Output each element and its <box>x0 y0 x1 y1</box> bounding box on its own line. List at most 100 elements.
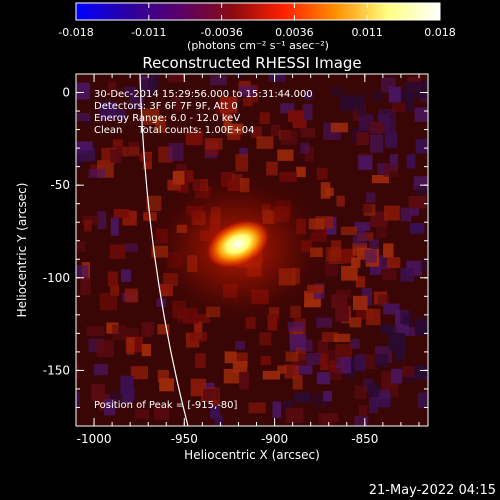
noise-pixel <box>181 170 194 183</box>
noise-pixel <box>83 219 92 232</box>
noise-pixel <box>419 94 428 103</box>
noise-pixel <box>120 375 134 394</box>
noise-pixel <box>316 372 331 385</box>
noise-pixel <box>108 80 117 95</box>
noise-pixel <box>406 154 416 169</box>
noise-pixel <box>302 103 313 121</box>
noise-pixel <box>353 295 368 310</box>
noise-pixel <box>300 127 316 138</box>
noise-pixel <box>354 222 371 231</box>
x-tick-label: -1000 <box>77 432 112 446</box>
noise-pixel <box>292 375 303 390</box>
noise-pixel <box>320 182 331 199</box>
noise-pixel <box>235 341 245 350</box>
noise-pixel <box>409 223 425 234</box>
noise-pixel <box>294 365 313 375</box>
noise-pixel <box>376 223 387 239</box>
noise-pixel <box>405 81 422 98</box>
noise-pixel <box>109 244 126 259</box>
noise-pixel <box>290 305 301 318</box>
noise-pixel <box>365 192 376 203</box>
noise-pixel <box>224 351 237 364</box>
noise-pixel <box>154 406 170 420</box>
info-line-detectors: Detectors: 3F 6F 7F 9F, Att 0 <box>94 101 238 112</box>
noise-pixel <box>394 347 406 361</box>
noise-pixel <box>371 175 389 184</box>
noise-pixel <box>168 143 184 161</box>
noise-pixel <box>408 195 427 209</box>
noise-pixel <box>251 126 262 138</box>
noise-pixel <box>417 392 428 409</box>
noise-pixel <box>281 130 298 145</box>
noise-pixel <box>391 368 403 384</box>
noise-pixel <box>355 308 374 320</box>
noise-pixel <box>364 249 377 263</box>
plot-frame <box>75 73 429 427</box>
noise-pixel <box>351 257 361 268</box>
noise-pixel <box>135 409 149 419</box>
noise-pixel <box>112 324 127 341</box>
noise-pixel <box>124 243 138 253</box>
noise-pixel <box>201 382 215 391</box>
peak-position-label: Position of Peak = [-915,-80] <box>94 400 238 411</box>
noise-pixel <box>325 187 334 197</box>
noise-pixel <box>77 147 96 162</box>
info-line-clean-counts: Clean Total counts: 1.00E+04 <box>94 125 254 136</box>
noise-pixel <box>110 285 120 296</box>
colorbar-tick-label: 0.018 <box>424 26 456 39</box>
noise-pixel <box>76 265 89 278</box>
noise-pixel <box>400 311 413 324</box>
noise-pixel <box>148 74 160 89</box>
noise-pixel <box>306 352 322 365</box>
noise-pixel <box>239 147 248 157</box>
noise-pixel <box>383 303 400 315</box>
noise-pixel <box>239 371 249 390</box>
y-axis-label: Heliocentric Y (arcsec) <box>15 183 29 318</box>
noise-pixel <box>268 74 286 82</box>
noise-pixel <box>155 116 166 133</box>
noise-pixel <box>226 123 243 135</box>
noise-pixel <box>168 74 184 83</box>
noise-pixel <box>122 146 140 157</box>
noise-pixel <box>194 321 203 340</box>
x-axis-label: Heliocentric X (arcsec) <box>184 448 320 462</box>
noise-pixel <box>414 107 428 122</box>
noise-pixel <box>156 298 166 307</box>
info-line-energy: Energy Range: 6.0 - 12.0 keV <box>94 113 240 124</box>
noise-pixel <box>232 361 248 373</box>
noise-pixel <box>331 86 344 97</box>
y-tick-label: -50 <box>50 178 70 192</box>
noise-pixel <box>285 351 299 362</box>
axis-ticks: -1000 -950 -900 -850 0 -50 -100 -150 <box>43 74 428 446</box>
noise-pixel <box>384 132 398 148</box>
colorbar-tick-label: -0.018 <box>58 26 93 39</box>
noise-pixel <box>316 317 332 328</box>
noise-pixel <box>336 195 345 207</box>
noise-pixel <box>76 155 82 170</box>
colorbar-ticks: -0.018 -0.011 -0.0036 0.0036 0.011 0.018 <box>58 3 456 39</box>
noise-pixel <box>110 149 122 163</box>
noise-pixel <box>76 113 91 122</box>
noise-pixel <box>243 98 253 107</box>
noise-pixel <box>288 110 304 122</box>
noise-pixel <box>239 85 255 97</box>
noise-pixel <box>283 400 293 411</box>
noise-pixel <box>259 112 270 125</box>
noise-pixel <box>144 322 155 336</box>
noise-pixel <box>369 397 379 414</box>
noise-pixel <box>387 257 401 268</box>
noise-pixel <box>107 271 118 287</box>
noise-pixel <box>383 243 394 258</box>
noise-pixel <box>259 332 272 346</box>
colorbar-units-label: (photons cm⁻² s⁻¹ asec⁻²) <box>187 39 329 52</box>
noise-pixel <box>377 294 390 307</box>
noise-pixel <box>317 339 329 354</box>
noise-pixel <box>374 354 389 367</box>
noise-pixel <box>80 277 91 296</box>
noise-pixel <box>415 185 428 196</box>
noise-pixel <box>414 365 428 381</box>
noise-pixel <box>287 322 305 332</box>
colorbar-tick-label: 0.0036 <box>275 26 314 39</box>
noise-pixel <box>86 326 105 337</box>
